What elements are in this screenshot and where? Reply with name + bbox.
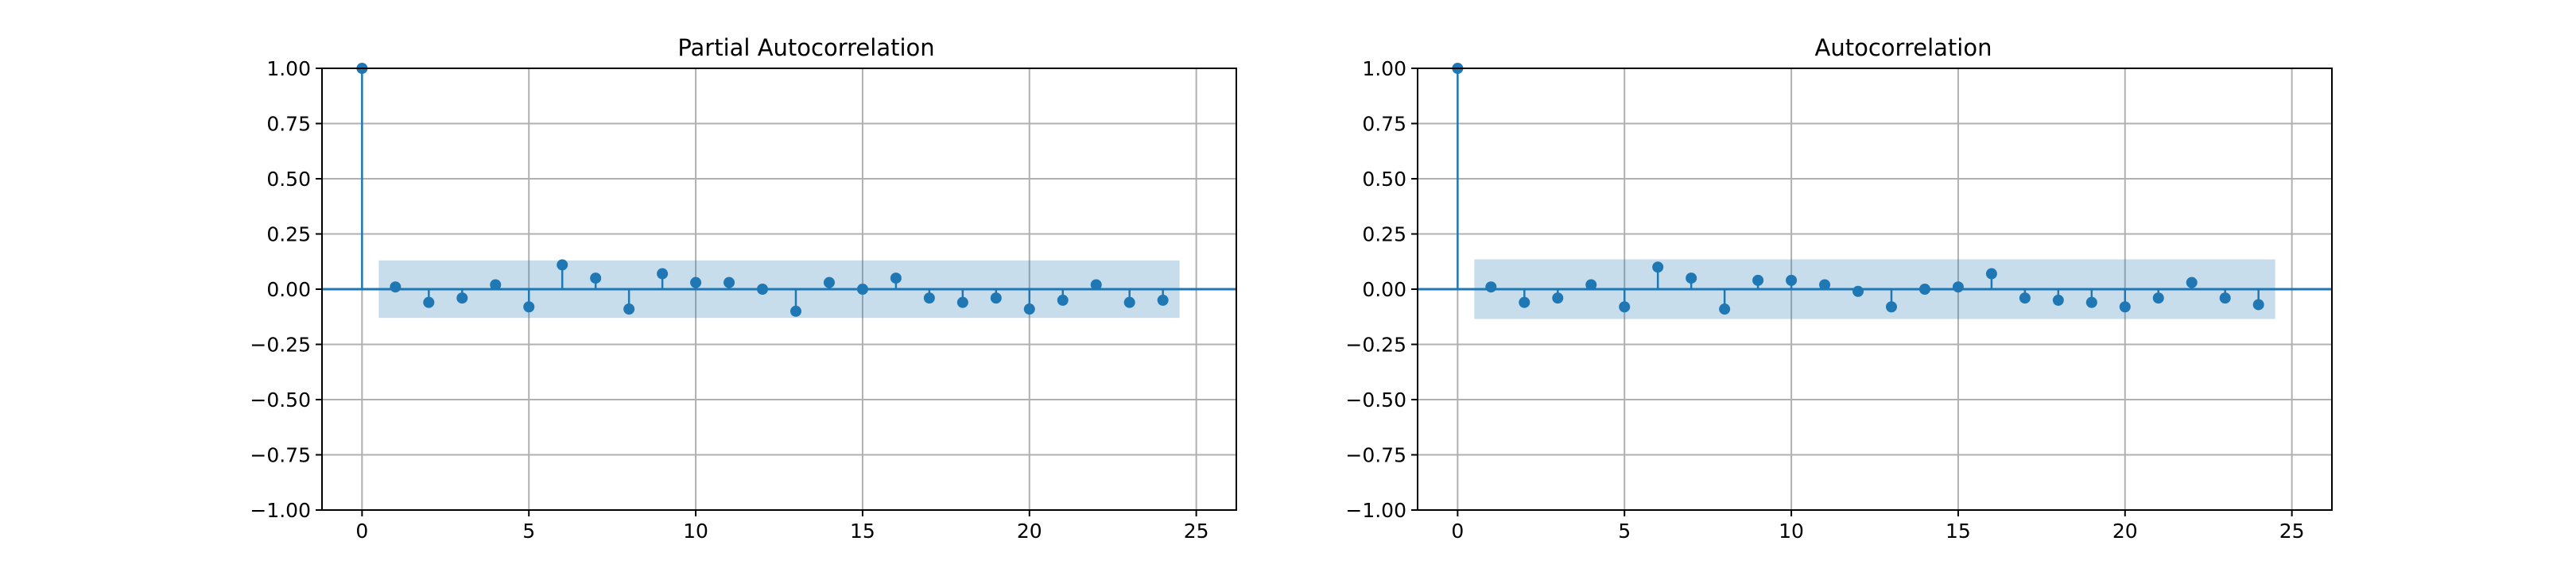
pacf-point bbox=[1057, 294, 1069, 306]
acf-point bbox=[1485, 281, 1497, 293]
acf-point bbox=[2052, 294, 2064, 306]
acf-x-tick-label: 10 bbox=[1779, 520, 1804, 543]
acf-point bbox=[1619, 301, 1631, 313]
acf-point bbox=[1819, 279, 1831, 291]
pacf-point bbox=[1157, 294, 1169, 306]
acf-y-tick-label: −0.25 bbox=[1345, 334, 1406, 357]
acf-y-tick-label: 1.00 bbox=[1362, 57, 1406, 80]
pacf-point bbox=[590, 272, 602, 284]
pacf-point bbox=[890, 272, 902, 284]
acf-x-tick-label: 15 bbox=[1946, 520, 1971, 543]
acf-y-tick-label: −0.50 bbox=[1345, 388, 1406, 412]
acf-point bbox=[1786, 274, 1798, 286]
acf-y-tick-label: 0.00 bbox=[1362, 278, 1406, 301]
pacf-point bbox=[856, 284, 868, 295]
pacf-point bbox=[956, 296, 968, 308]
acf-point bbox=[1552, 292, 1564, 304]
pacf-point bbox=[1023, 303, 1035, 315]
pacf-y-tick-label: 0.25 bbox=[266, 223, 311, 246]
acf-point bbox=[1752, 274, 1764, 286]
pacf-point bbox=[990, 292, 1002, 304]
pacf-y-tick-label: −0.75 bbox=[250, 444, 311, 467]
pacf-x-tick-label: 10 bbox=[683, 520, 708, 543]
acf-point bbox=[2085, 296, 2097, 308]
acf-point bbox=[1686, 272, 1697, 284]
acf-point bbox=[2019, 292, 2031, 304]
pacf-x-tick-label: 5 bbox=[522, 520, 535, 543]
pacf-point bbox=[557, 259, 568, 271]
acf-y-tick-label: 0.25 bbox=[1362, 223, 1406, 246]
acf-point bbox=[1885, 301, 1897, 313]
acf-point bbox=[1652, 261, 1664, 273]
pacf-point bbox=[523, 301, 535, 313]
pacf-y-tick-label: −1.00 bbox=[250, 499, 311, 522]
acf-x-tick-label: 20 bbox=[2112, 520, 2138, 543]
acf-y-tick-label: 0.75 bbox=[1362, 113, 1406, 136]
acf-point bbox=[1985, 268, 1997, 280]
pacf-x-tick-label: 20 bbox=[1017, 520, 1042, 543]
acf-point bbox=[2119, 301, 2131, 313]
pacf-chart: Partial Autocorrelation 0 5 10 15 20 25 1.00 0.… bbox=[250, 34, 1237, 543]
pacf-y-tick-label: −0.50 bbox=[250, 388, 311, 412]
pacf-point bbox=[690, 276, 702, 288]
pacf-point bbox=[923, 292, 935, 304]
pacf-point bbox=[823, 276, 835, 288]
pacf-point bbox=[724, 276, 735, 288]
acf-x-tick-label: 5 bbox=[1618, 520, 1631, 543]
pacf-x-tick-label: 15 bbox=[850, 520, 875, 543]
acf-point bbox=[1585, 279, 1597, 291]
acf-point bbox=[2152, 292, 2164, 304]
acf-point bbox=[1519, 296, 1530, 308]
acf-y-tick-label: −0.75 bbox=[1345, 444, 1406, 467]
acf-y-tick-label: 0.50 bbox=[1362, 168, 1406, 191]
pacf-y-tick-label: 1.00 bbox=[266, 57, 311, 80]
acf-point bbox=[2219, 292, 2231, 304]
acf-chart: Autocorrelation 0 5 10 15 20 25 1.00 0.75 0.50 0.… bbox=[1345, 34, 2333, 543]
pacf-point bbox=[423, 296, 435, 308]
pacf-point bbox=[757, 284, 769, 295]
pacf-point bbox=[1090, 279, 1102, 291]
pacf-point bbox=[623, 303, 635, 315]
acf-x-tick-label: 25 bbox=[2279, 520, 2305, 543]
acf-point bbox=[2252, 299, 2264, 311]
acf-point bbox=[2186, 276, 2198, 288]
pacf-point bbox=[657, 268, 669, 280]
acf-point bbox=[1719, 303, 1731, 315]
pacf-chart-title: Partial Autocorrelation bbox=[677, 34, 934, 61]
pacf-y-tick-label: 0.50 bbox=[266, 168, 311, 191]
acf-point bbox=[1918, 284, 1930, 295]
pacf-x-tick-label: 25 bbox=[1184, 520, 1209, 543]
acf-point bbox=[1952, 281, 1964, 293]
pacf-point bbox=[456, 292, 468, 304]
pacf-point bbox=[789, 305, 801, 317]
pacf-point bbox=[1123, 296, 1135, 308]
acf-x-tick-label: 0 bbox=[1451, 520, 1464, 543]
acf-y-tick-label: −1.00 bbox=[1345, 499, 1406, 522]
pacf-y-tick-label: −0.25 bbox=[250, 334, 311, 357]
acf-chart-title: Autocorrelation bbox=[1815, 34, 1992, 61]
pacf-point bbox=[390, 281, 402, 293]
acf-point bbox=[1852, 285, 1864, 297]
pacf-y-tick-label: 0.00 bbox=[266, 278, 311, 301]
pacf-x-tick-label: 0 bbox=[355, 520, 368, 543]
pacf-point bbox=[490, 279, 502, 291]
pacf-y-tick-label: 0.75 bbox=[266, 113, 311, 136]
